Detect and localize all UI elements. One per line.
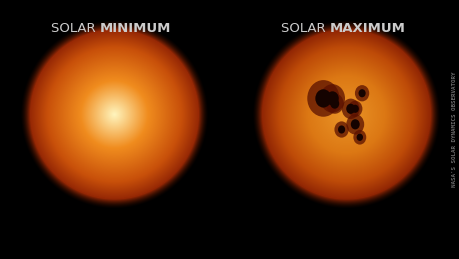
Circle shape (334, 121, 348, 138)
Circle shape (356, 134, 362, 141)
Circle shape (358, 89, 365, 97)
Text: NASA'S SOLAR DYNAMICS OBSERVATORY: NASA'S SOLAR DYNAMICS OBSERVATORY (451, 72, 456, 187)
Circle shape (353, 130, 365, 145)
Circle shape (341, 99, 359, 119)
Circle shape (314, 89, 331, 107)
Circle shape (346, 114, 364, 134)
Circle shape (354, 85, 369, 101)
Text: SOLAR: SOLAR (51, 22, 100, 35)
Text: SOLAR: SOLAR (280, 22, 329, 35)
Circle shape (325, 91, 338, 106)
Circle shape (346, 104, 354, 114)
Circle shape (347, 101, 362, 117)
Circle shape (319, 84, 344, 113)
Circle shape (307, 80, 339, 117)
Circle shape (325, 93, 343, 114)
Circle shape (350, 119, 359, 130)
Circle shape (330, 98, 338, 109)
Text: MAXIMUM: MAXIMUM (329, 22, 405, 35)
Circle shape (337, 125, 344, 134)
Text: MINIMUM: MINIMUM (100, 22, 171, 35)
Circle shape (351, 105, 358, 113)
